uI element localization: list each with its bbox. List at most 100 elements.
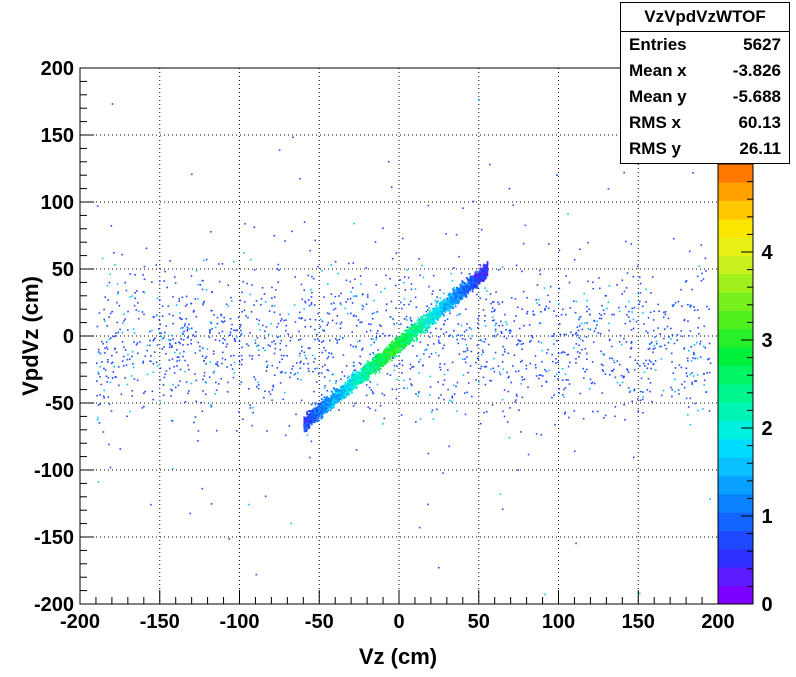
- histogram-cell: [603, 370, 605, 372]
- histogram-cell: [211, 328, 213, 330]
- histogram-cell: [674, 391, 676, 393]
- histogram-cell: [299, 355, 301, 357]
- histogram-cell: [671, 389, 673, 391]
- histogram-cell: [538, 341, 540, 343]
- histogram-cell: [461, 297, 463, 299]
- histogram-cell: [390, 374, 392, 376]
- histogram-cell: [660, 346, 662, 348]
- histogram-cell: [687, 320, 689, 322]
- histogram-cell: [361, 321, 363, 323]
- histogram-cell: [336, 340, 338, 342]
- histogram-cell: [647, 367, 649, 369]
- histogram-cell: [573, 347, 575, 349]
- histogram-cell: [99, 353, 101, 355]
- histogram-cell: [634, 307, 636, 309]
- histogram-cell: [185, 401, 187, 403]
- histogram-cell: [274, 374, 276, 376]
- histogram-cell: [206, 289, 208, 291]
- histogram-cell: [308, 371, 310, 373]
- histogram-cell: [404, 330, 406, 332]
- histogram-cell: [207, 348, 209, 350]
- histogram-cell: [516, 265, 518, 267]
- histogram-cell: [415, 296, 417, 298]
- histogram-cell: [630, 390, 632, 392]
- histogram-cell: [313, 361, 315, 363]
- histogram-cell: [584, 322, 586, 324]
- histogram-cell: [401, 372, 403, 374]
- histogram-cell: [569, 282, 571, 284]
- histogram-cell: [523, 325, 525, 327]
- histogram-cell: [266, 370, 268, 372]
- histogram-cell: [486, 411, 488, 413]
- histogram-cell: [113, 336, 115, 338]
- histogram-cell: [553, 394, 555, 396]
- histogram-cell: [258, 355, 260, 357]
- histogram-cell: [448, 335, 450, 337]
- histogram-cell: [492, 301, 494, 303]
- histogram-cell: [116, 322, 118, 324]
- histogram-cell: [194, 336, 196, 338]
- histogram-cell: [666, 348, 668, 350]
- histogram-cell: [516, 344, 518, 346]
- histogram-cell: [127, 329, 129, 331]
- histogram-cell: [444, 374, 446, 376]
- histogram-cell: [301, 346, 303, 348]
- histogram-cell: [652, 276, 654, 278]
- histogram-cell: [189, 328, 191, 330]
- histogram-cell: [99, 376, 101, 378]
- histogram-cell: [701, 273, 703, 275]
- histogram-cell: [575, 301, 577, 303]
- histogram-cell: [187, 393, 189, 395]
- histogram-cell: [539, 374, 541, 376]
- histogram-cell: [264, 350, 266, 352]
- histogram-cell: [186, 296, 188, 298]
- histogram-cell: [127, 359, 129, 361]
- histogram-cell: [175, 387, 177, 389]
- histogram-cell: [664, 345, 666, 347]
- histogram-cell: [211, 310, 213, 312]
- histogram-cell: [704, 380, 706, 382]
- histogram-cell: [280, 343, 282, 345]
- histogram-cell: [374, 312, 376, 314]
- histogram-cell: [504, 349, 506, 351]
- histogram-cell: [209, 331, 211, 333]
- histogram-cell: [370, 330, 372, 332]
- histogram-cell: [538, 299, 540, 301]
- histogram-cell: [136, 290, 138, 292]
- histogram-cell: [310, 326, 312, 328]
- histogram-cell: [324, 387, 326, 389]
- histogram-cell: [458, 323, 460, 325]
- histogram-cell: [384, 418, 386, 420]
- histogram-cell: [429, 336, 431, 338]
- histogram-cell: [548, 243, 550, 245]
- histogram-cell: [463, 374, 465, 376]
- histogram-cell: [416, 355, 418, 357]
- histogram-cell: [215, 339, 217, 341]
- histogram-cell: [428, 286, 430, 288]
- histogram-cell: [233, 355, 235, 357]
- histogram-cell: [478, 315, 480, 317]
- histogram-cell: [557, 362, 559, 364]
- scatter-cells: [96, 99, 711, 595]
- histogram-cell: [134, 292, 136, 294]
- histogram-cell: [361, 382, 363, 384]
- histogram-cell: [485, 338, 487, 340]
- histogram-cell: [123, 320, 125, 322]
- histogram-cell: [311, 304, 313, 306]
- histogram-cell: [576, 343, 578, 345]
- histogram-cell: [691, 289, 693, 291]
- histogram-cell: [558, 392, 560, 394]
- histogram-cell: [429, 356, 431, 358]
- histogram-cell: [523, 243, 525, 245]
- histogram-cell: [280, 320, 282, 322]
- histogram-cell: [454, 393, 456, 395]
- histogram-cell: [687, 360, 689, 362]
- histogram-cell: [309, 457, 311, 459]
- histogram-cell: [129, 273, 131, 275]
- histogram-cell: [438, 340, 440, 342]
- histogram-cell: [252, 355, 254, 357]
- histogram-cell: [206, 259, 208, 261]
- histogram-cell: [317, 338, 319, 340]
- histogram-cell: [592, 411, 594, 413]
- histogram-cell: [444, 363, 446, 365]
